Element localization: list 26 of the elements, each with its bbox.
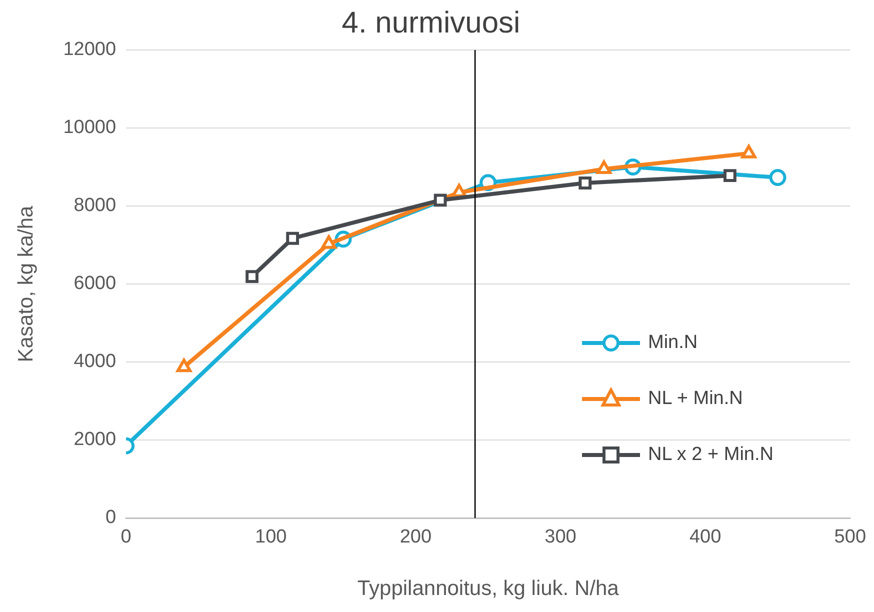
point	[246, 270, 258, 284]
y-tick-label: 6000	[74, 273, 116, 294]
legend-label: NL + Min.N	[648, 388, 743, 410]
legend-label: NL x 2 + Min.N	[648, 444, 774, 466]
x-axis-title: Typpilannoitus, kg liuk. N/ha	[357, 577, 620, 600]
x-tick-label: 400	[689, 526, 722, 548]
y-tick-label: 0	[105, 507, 116, 528]
point	[769, 169, 786, 186]
y-axis-title: Kasato, kg ka/ha	[14, 205, 38, 362]
point	[578, 176, 592, 190]
x-tick-label: 300	[544, 526, 576, 548]
y-tick-label: 2000	[74, 429, 116, 450]
x-tick-label: 0	[120, 526, 132, 548]
y-tick-label: 8000	[74, 195, 116, 216]
legend-label: Min.N	[648, 332, 698, 354]
point	[286, 232, 300, 245]
y-tick-label: 10000	[63, 117, 116, 138]
y-tick-label: 12000	[63, 39, 116, 60]
point	[434, 194, 447, 207]
x-tick-label: 200	[400, 526, 432, 548]
chart-title: 4. nurmivuosi	[342, 6, 520, 40]
y-tick-label: 4000	[74, 351, 116, 372]
x-tick-label: 100	[255, 526, 287, 548]
point	[723, 169, 736, 182]
point	[176, 358, 192, 372]
x-tick-label: 500	[834, 526, 866, 548]
